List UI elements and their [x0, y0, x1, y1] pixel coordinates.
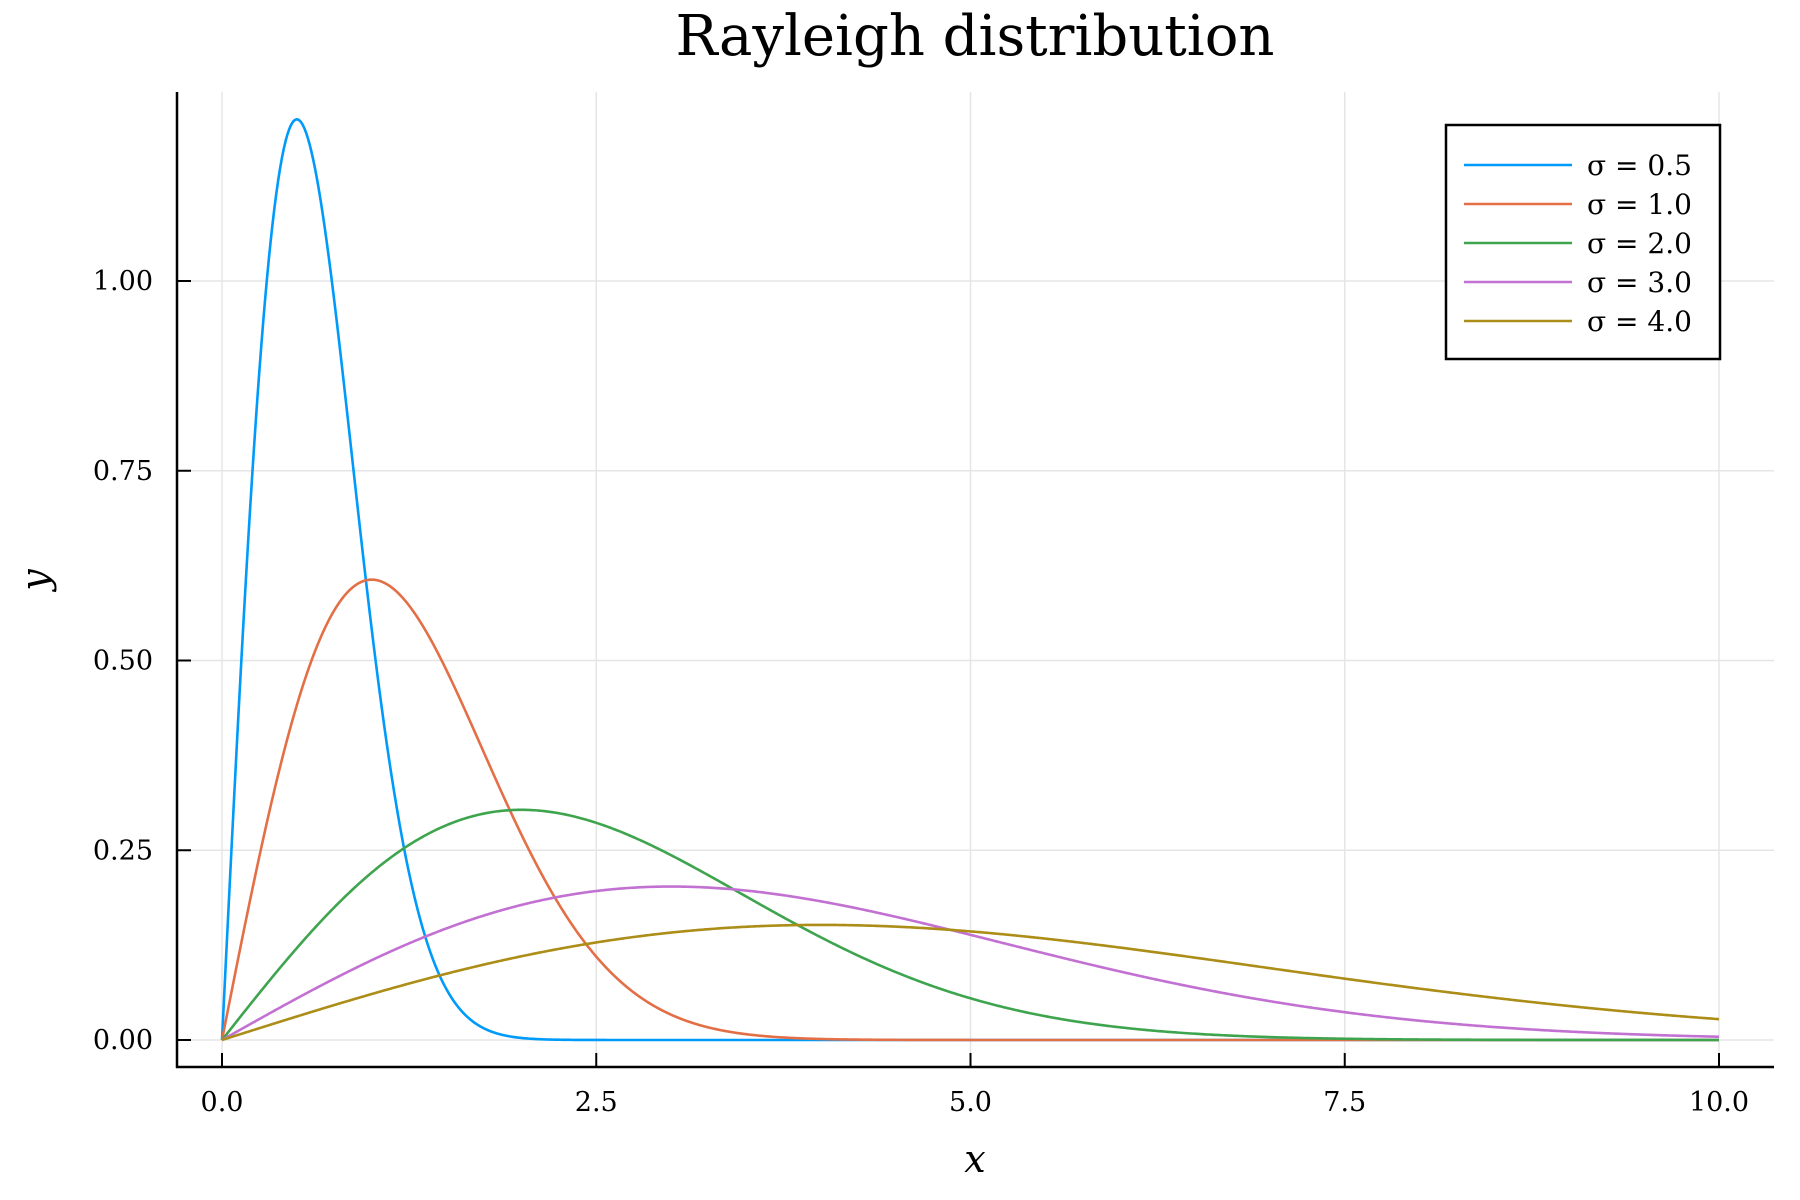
x-axis-label: x	[964, 1137, 985, 1181]
y-tick-label: 0.50	[93, 646, 153, 677]
legend-label: σ = 0.5	[1587, 149, 1692, 182]
x-tick-label: 10.0	[1689, 1087, 1749, 1118]
axes	[175, 92, 1774, 1069]
y-tick-label: 0.00	[93, 1025, 153, 1056]
x-tick-label: 2.5	[575, 1087, 618, 1118]
x-tick-label: 7.5	[1323, 1087, 1366, 1118]
legend-item: σ = 3.0	[1464, 266, 1692, 299]
legend-label: σ = 4.0	[1587, 305, 1692, 338]
legend: σ = 0.5 σ = 1.0 σ = 2.0 σ = 3.0 σ = 4.0	[1444, 123, 1722, 361]
y-tick-label: 0.25	[93, 835, 153, 866]
y-axis-label: y	[13, 569, 57, 593]
x-tick-label: 0.0	[201, 1087, 244, 1118]
x-tick-label: 5.0	[949, 1087, 992, 1118]
chart-title: Rayleigh distribution	[676, 4, 1275, 69]
y-axis-ticks: 0.00 0.25 0.50 0.75 1.00	[93, 266, 191, 1056]
series-line-sigma-2	[220, 808, 1719, 1042]
series-line-sigma-4	[221, 923, 1720, 1042]
legend-label: σ = 1.0	[1587, 188, 1692, 221]
series-curves	[220, 117, 1720, 1042]
legend-item: σ = 4.0	[1464, 305, 1692, 338]
legend-label: σ = 3.0	[1587, 266, 1692, 299]
series-line-sigma-3	[221, 885, 1720, 1042]
y-tick-label: 1.00	[93, 266, 153, 297]
y-tick-label: 0.75	[93, 456, 153, 487]
legend-item: σ = 0.5	[1464, 149, 1692, 182]
legend-label: σ = 2.0	[1587, 227, 1692, 260]
legend-item: σ = 2.0	[1464, 227, 1692, 260]
x-axis-ticks: 0.0 2.5 5.0 7.5 10.0	[201, 1053, 1749, 1118]
legend-item: σ = 1.0	[1464, 188, 1692, 221]
